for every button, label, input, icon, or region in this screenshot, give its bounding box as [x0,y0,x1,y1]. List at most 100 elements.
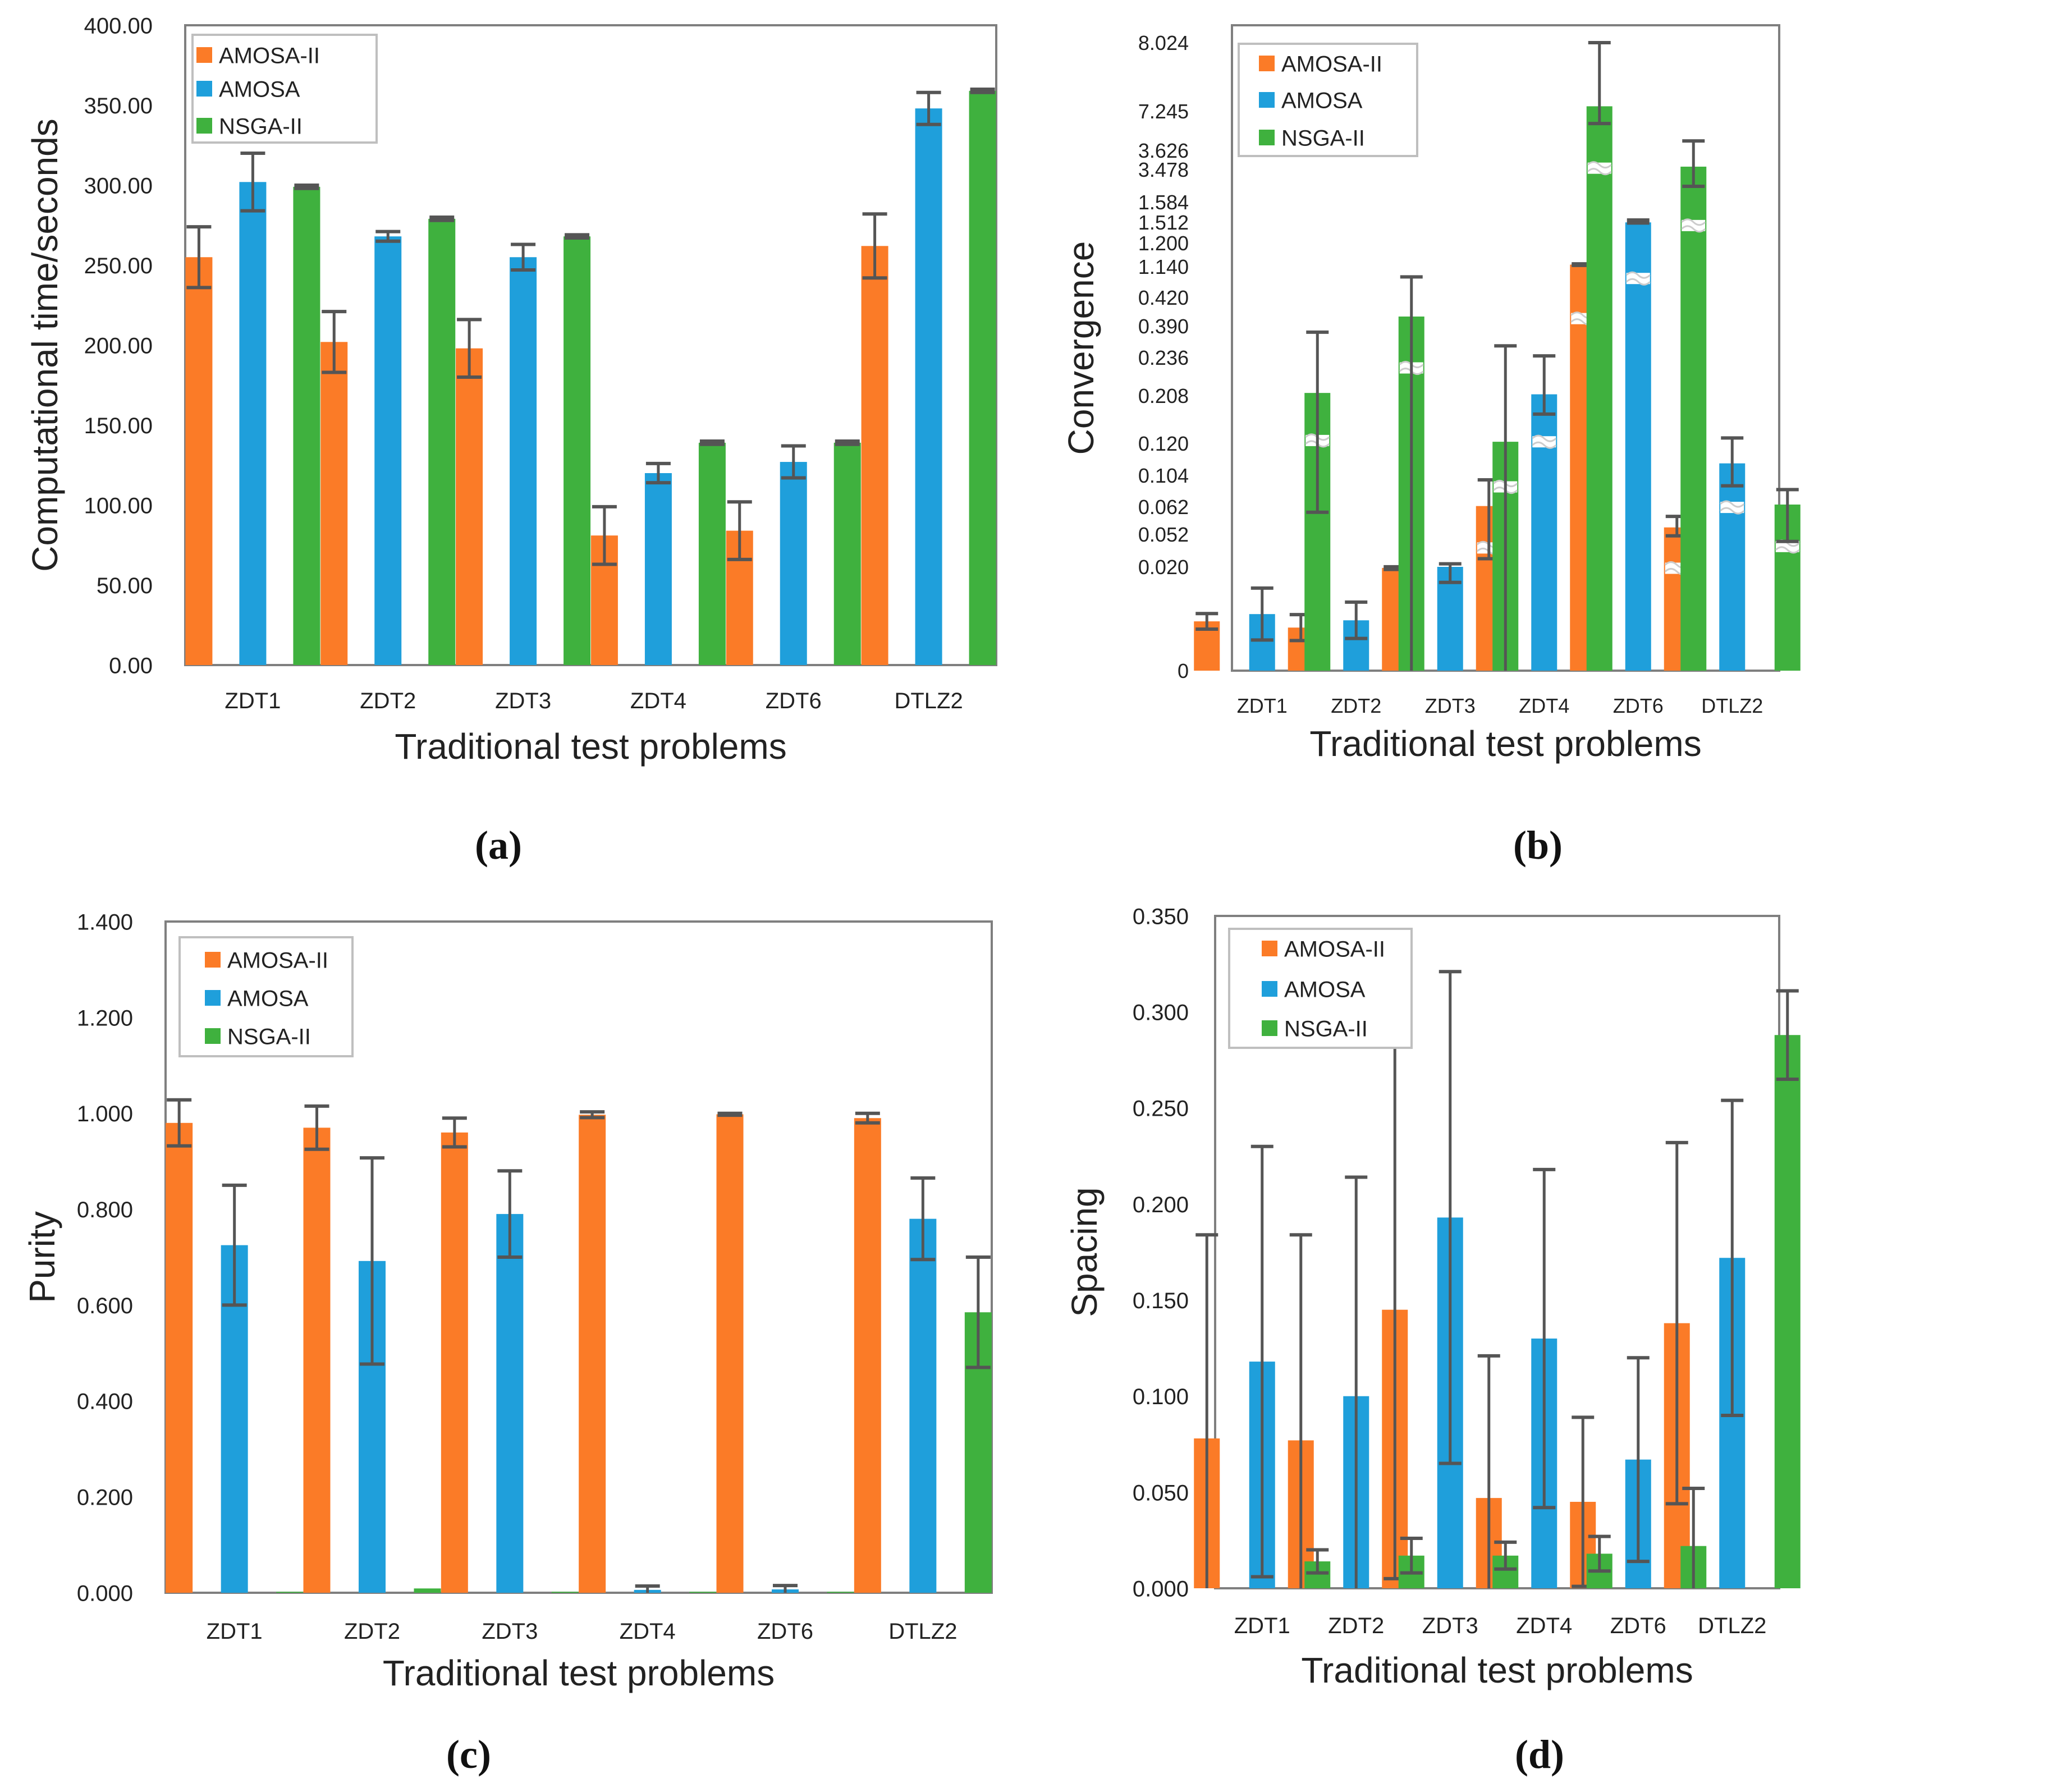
y-tick-label: 0.420 [1138,286,1189,309]
bar-amosa-ii-dtlz2 [854,1118,881,1593]
y-tick-label: 0.062 [1138,496,1189,519]
axis-break-wave [1587,168,1612,176]
y-tick-label: 250.00 [84,254,153,278]
bar-nsga-ii-zdt6 [827,1592,854,1593]
axis-break-mark [1626,273,1650,285]
y-tick-label: 0.000 [77,1581,133,1606]
y-tick-label: 0.052 [1138,523,1189,546]
x-tick-label: DTLZ2 [1698,1614,1766,1638]
y-tick-label: 150.00 [84,414,153,438]
x-tick-label: ZDT4 [620,1619,676,1644]
legend-swatch-amosa-ii [1259,56,1275,71]
y-tick-label: 8.024 [1138,31,1189,54]
y-tick-label: 0.120 [1138,432,1189,455]
legend: AMOSA-II AMOSA NSGA-II [178,936,354,1057]
legend-label: NSGA-II [227,1024,311,1049]
legend-swatch-amosa-ii [1262,941,1277,956]
x-tick-label: ZDT3 [1422,1614,1478,1638]
bar-nsga-ii-zdt2 [414,1588,441,1593]
x-tick-label: ZDT1 [1237,694,1288,717]
legend-swatch-amosa [205,990,221,1006]
bar-nsga-ii-zdt4 [689,1592,717,1593]
legend: AMOSA-II AMOSA NSGA-II [1238,43,1418,157]
y-tick-label: 0.000 [1133,1576,1189,1601]
y-tick-label: 0.104 [1138,464,1189,487]
bar-amosa-dtlz2 [909,1218,937,1593]
chart-panel-1: 0.00 50.00 100.00 150.00 200.00 250.00 300.00 3… [25,13,997,868]
x-tick-label: ZDT2 [344,1619,400,1644]
y-tick-label: 0.250 [1133,1097,1189,1121]
legend-swatch-nsga-ii [205,1028,221,1044]
legend-label: AMOSA-II [1281,52,1382,76]
y-tick-label: 300.00 [84,173,153,198]
axis-break-wave [1625,278,1651,286]
y-axis-title: Computational time/seconds [25,118,65,572]
y-tick-label: 100.00 [84,493,153,518]
bar-amosa-ii-zdt1 [185,257,213,665]
bar-amosa-zdt3 [1437,567,1463,671]
bar-amosa-ii-zdt1 [166,1122,193,1593]
axis-break-wave [1720,507,1745,515]
bar-nsga-ii-zdt4 [698,442,726,665]
y-tick-label: 0.050 [1133,1481,1189,1505]
legend-swatch-nsga-ii [1259,130,1275,145]
y-tick-label: 0.600 [77,1294,133,1318]
axis-break-wave [1532,434,1557,442]
y-tick-label: 50.00 [97,574,153,598]
chart-panel-2: 0 0.020 0.052 0.062 0.104 0.120 0.208 0.236 0.39… [1061,24,1801,868]
y-tick-label: 0.150 [1133,1289,1189,1313]
panel-label: (b) [1513,823,1563,868]
y-tick-label: 0.020 [1138,556,1189,579]
axis-break-mark [1587,162,1611,174]
axis-break-mark [1682,219,1706,231]
bar-nsga-ii-zdt4 [1586,106,1613,671]
x-axis-title: Traditional test problems [383,1653,775,1693]
y-tick-label: 0.00 [109,653,153,678]
y-tick-label: 0 [1178,659,1189,682]
bar-nsga-ii-zdt2 [428,218,456,666]
x-tick-label: ZDT1 [1234,1614,1290,1638]
bar-amosa-ii-zdt6 [716,1114,744,1593]
y-tick-label: 0.300 [1133,1001,1189,1025]
bar-amosa-zdt3 [496,1214,524,1593]
y-tick-label: 7.245 [1138,100,1189,123]
y-tick-label: 1.000 [77,1102,133,1126]
y-tick-label: 0.800 [77,1198,133,1222]
x-tick-label: ZDT6 [766,689,822,713]
plot-area-frame [184,24,997,666]
legend-label: AMOSA [227,986,309,1011]
y-tick-label: 1.200 [1138,232,1189,255]
bar-amosa-ii-zdt3 [441,1132,468,1593]
legend-label: NSGA-II [1284,1016,1368,1041]
bar-amosa-ii-zdt2 [320,342,348,665]
y-axis-title: Purity [22,1211,62,1303]
bar-amosa-dtlz2 [915,108,942,665]
bar-amosa-zdt2 [374,236,402,665]
y-axis-title: Convergence [1061,241,1101,455]
y-tick-label: 0.400 [77,1390,133,1414]
legend: AMOSA-II AMOSA NSGA-II [1228,928,1413,1049]
legend: AMOSA-II AMOSA NSGA-II [191,34,378,144]
axis-break-wave [1775,546,1800,554]
x-tick-label: ZDT4 [1516,1614,1572,1638]
legend-swatch-amosa-ii [205,952,221,968]
legend-label: AMOSA [1284,977,1366,1002]
bar-amosa-dtlz2 [1719,463,1746,671]
legend-label: NSGA-II [219,114,303,139]
y-tick-label: 0.350 [1133,904,1189,929]
x-tick-label: ZDT1 [207,1619,263,1644]
y-tick-label: 0.236 [1138,346,1189,369]
legend-label: NSGA-II [1281,126,1365,150]
y-tick-label: 3.478 [1138,158,1189,181]
bar-nsga-ii-dtlz2 [969,90,996,666]
bar-amosa-ii-zdt2 [303,1128,331,1593]
axis-break-mark [1775,540,1799,552]
y-tick-label: 1.400 [77,910,133,934]
x-tick-label: ZDT3 [495,689,551,713]
y-tick-label: 0.208 [1138,384,1189,407]
axis-break-wave [1625,271,1651,279]
legend-swatch-amosa [1259,92,1275,108]
bar-amosa-zdt6 [780,462,807,665]
y-tick-label: 1.584 [1138,191,1189,214]
